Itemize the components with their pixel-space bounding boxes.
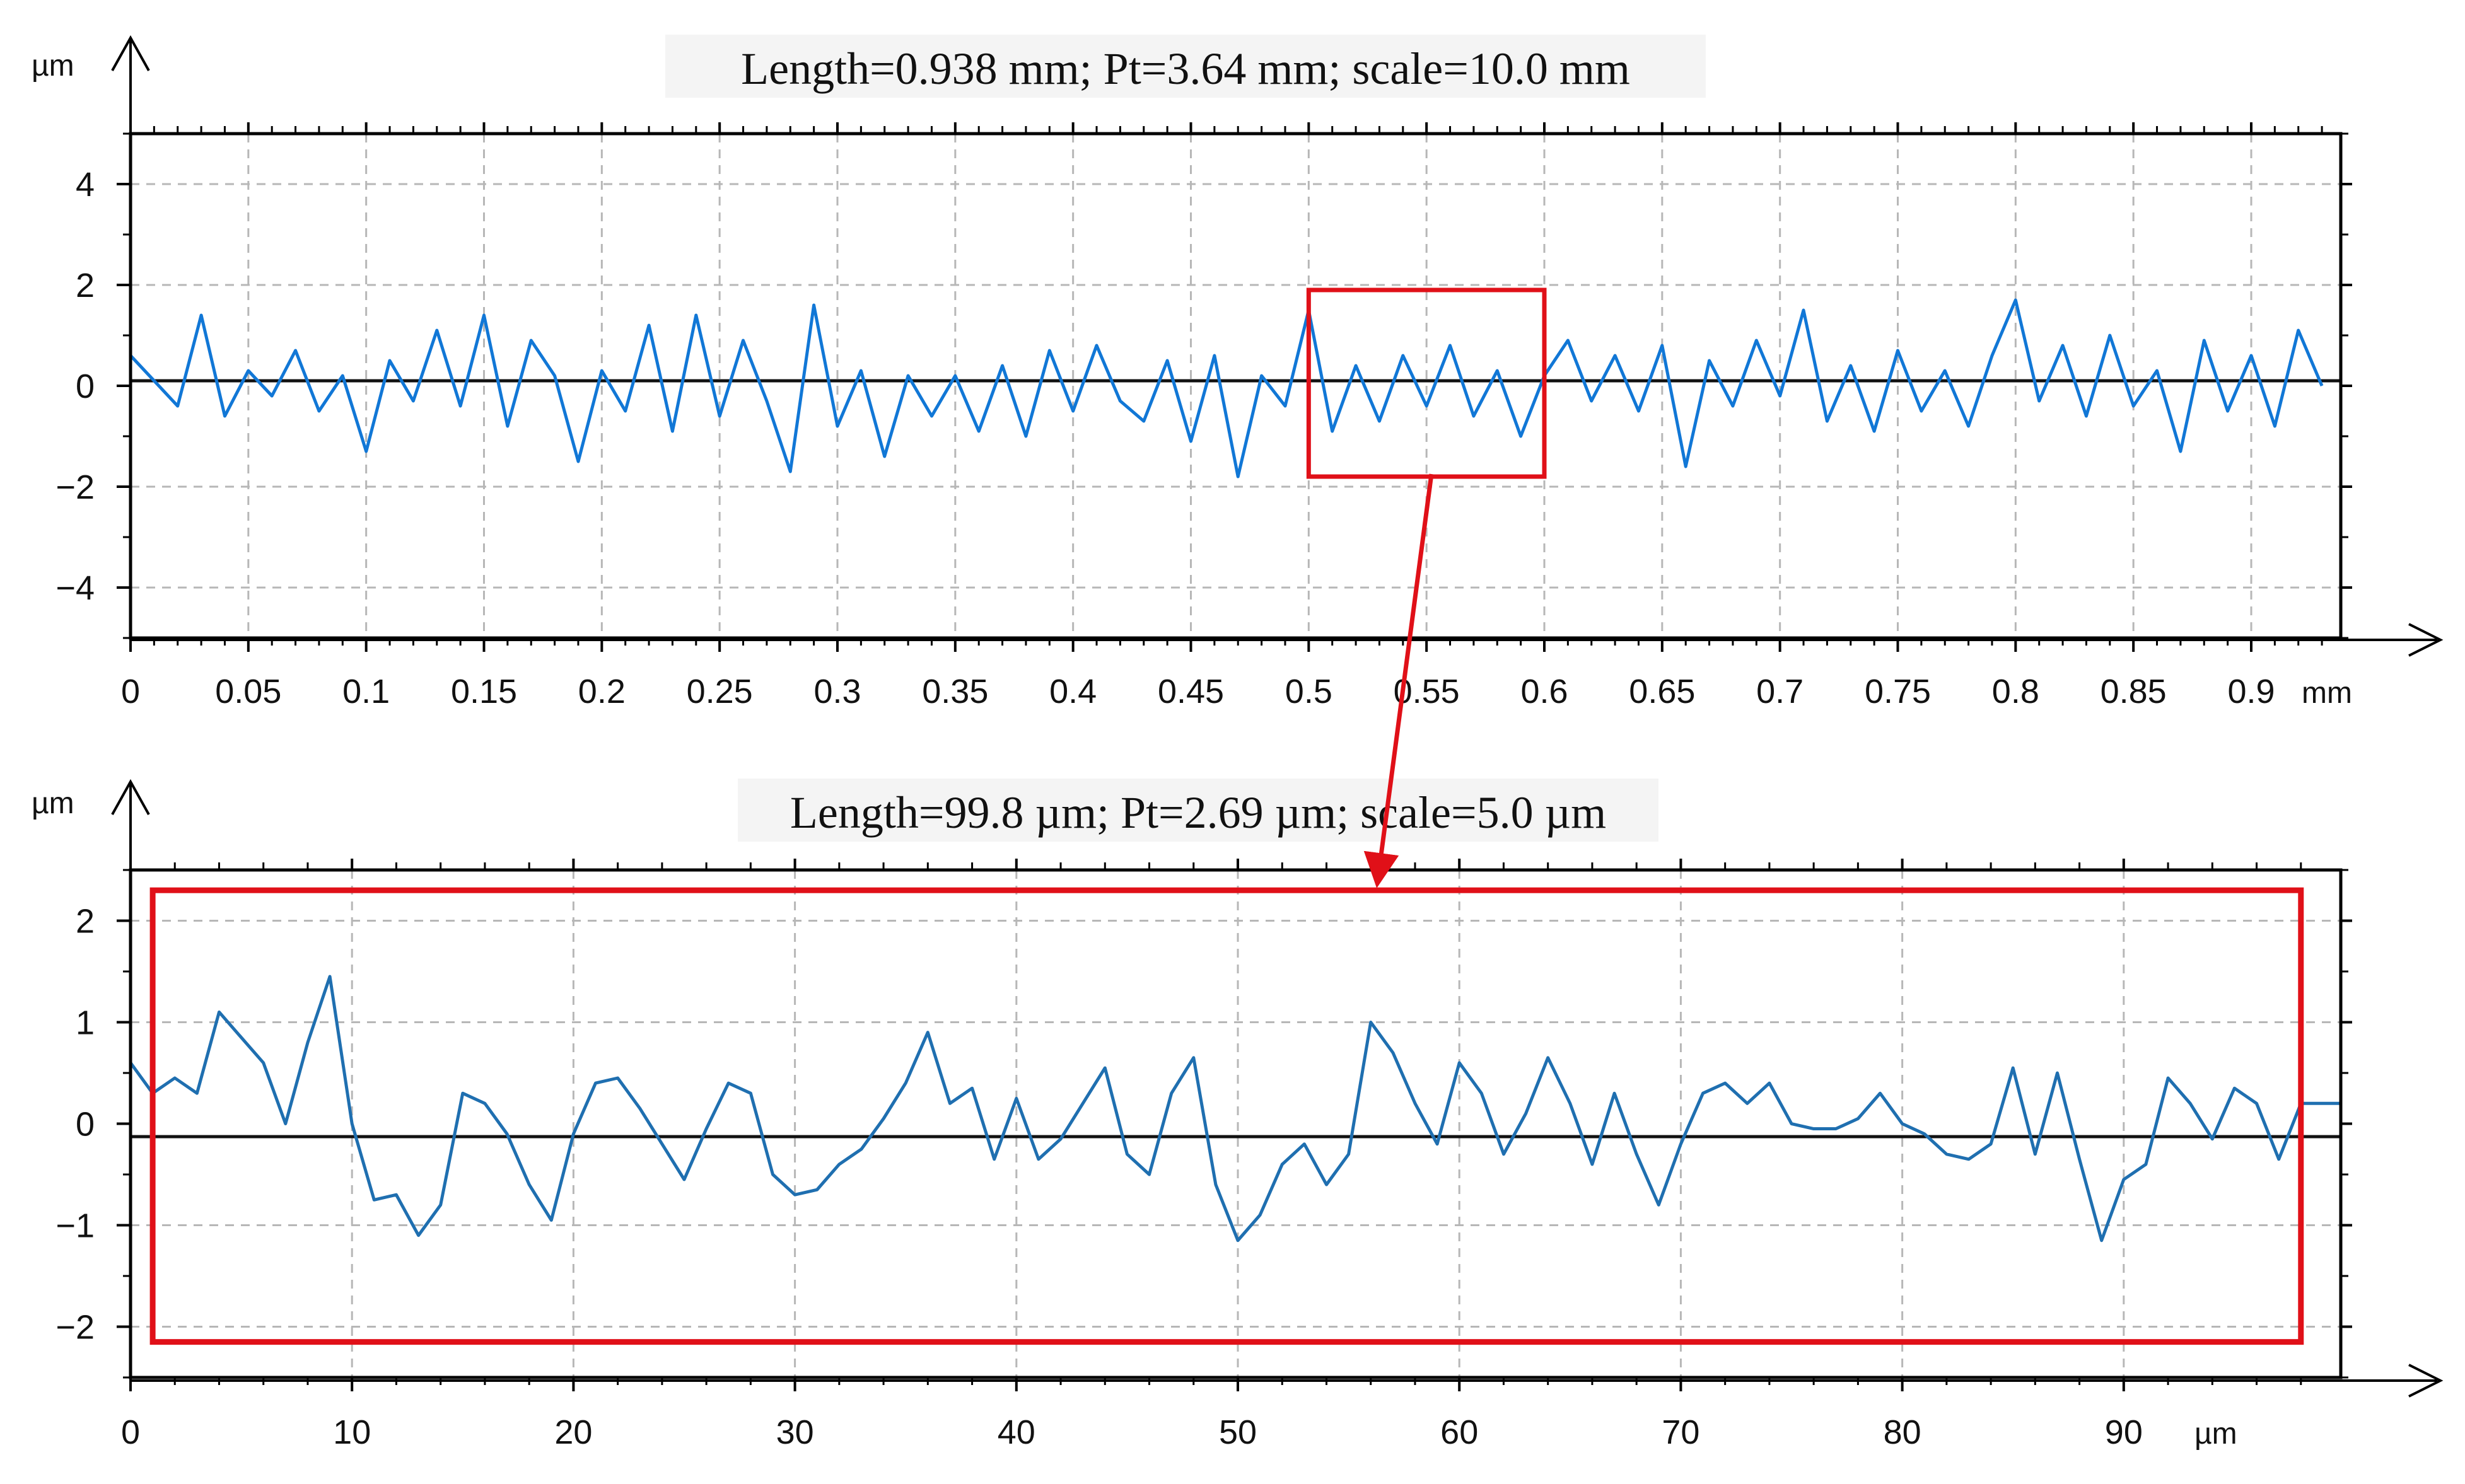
x-tick-label: 0.3 bbox=[813, 673, 861, 710]
x-tick-label: 0.9 bbox=[2227, 673, 2275, 710]
chart-bottom: Length=99.8 µm; Pt=2.69 µm; scale=5.0 µm… bbox=[32, 779, 2444, 1451]
zoom-selection-box bbox=[1306, 287, 1547, 479]
x-tick-label: 0.35 bbox=[922, 673, 988, 710]
x-tick-label: 50 bbox=[1219, 1413, 1257, 1451]
y-tick-labels: −4 −2 0 2 4 bbox=[55, 166, 95, 607]
x-tick-label: 90 bbox=[2105, 1413, 2143, 1451]
zoom-region-frame bbox=[149, 887, 2304, 1345]
y-tick-label: 0 bbox=[76, 368, 95, 405]
x-tick-label: 0.1 bbox=[342, 673, 390, 710]
x-tick-label: 0.25 bbox=[687, 673, 753, 710]
y-unit-label: µm bbox=[32, 49, 74, 83]
x-tick-label: 0.15 bbox=[451, 673, 517, 710]
chart-title: Length=0.938 mm; Pt=3.64 mm; scale=10.0 … bbox=[741, 43, 1630, 94]
profile-line-bottom bbox=[129, 975, 2341, 1243]
y-axis-arrowhead bbox=[111, 779, 150, 815]
x-tick-label: 0.2 bbox=[578, 673, 626, 710]
x-tick-label: 0.4 bbox=[1049, 673, 1097, 710]
x-tick-label: 40 bbox=[998, 1413, 1035, 1451]
x-tick-label: 10 bbox=[333, 1413, 371, 1451]
grid-layer bbox=[131, 134, 2341, 638]
x-unit-label: µm bbox=[2194, 1417, 2237, 1451]
x-tick-label: 80 bbox=[1884, 1413, 1921, 1451]
zoom-connector-arrow bbox=[1363, 473, 1434, 888]
chart-top: Length=0.938 mm; Pt=3.64 mm; scale=10.0 … bbox=[32, 35, 2444, 710]
x-tick-label: 0.7 bbox=[1756, 673, 1804, 710]
x-tick-label: 0.6 bbox=[1520, 673, 1568, 710]
plot-frame bbox=[129, 868, 2343, 1379]
profile-line-top bbox=[129, 298, 2324, 478]
x-axis-arrowhead bbox=[2408, 1364, 2444, 1398]
y-tick-label: 4 bbox=[76, 166, 95, 204]
y-tick-labels: −2 −1 0 1 2 bbox=[55, 903, 95, 1347]
y-unit-label: µm bbox=[32, 787, 74, 820]
chart-title-background bbox=[665, 35, 1706, 98]
y-tick-label: 1 bbox=[76, 1004, 95, 1042]
y-tick-label: 0 bbox=[76, 1106, 95, 1144]
x-axis-arrowhead bbox=[2408, 623, 2444, 657]
tick-layer bbox=[117, 859, 2352, 1391]
y-tick-label: −1 bbox=[55, 1207, 95, 1245]
chart-title-background bbox=[738, 779, 1658, 842]
x-tick-label: 30 bbox=[776, 1413, 814, 1451]
y-tick-label: −2 bbox=[55, 1309, 95, 1347]
x-tick-label: 60 bbox=[1440, 1413, 1478, 1451]
x-unit-label: mm bbox=[2302, 676, 2352, 710]
grid-layer bbox=[131, 870, 2341, 1377]
x-tick-label: 0.45 bbox=[1158, 673, 1224, 710]
plot-frame bbox=[129, 132, 2343, 640]
x-tick-label: 0 bbox=[121, 1413, 140, 1451]
y-tick-label: 2 bbox=[76, 903, 95, 941]
x-tick-labels: 0 0.05 0.1 0.15 0.2 0.25 0.3 0.35 0.4 0.45 0.5 0.55… bbox=[121, 673, 2275, 710]
x-tick-label: 20 bbox=[554, 1413, 592, 1451]
y-axis-arrowhead bbox=[111, 35, 150, 71]
y-tick-label: −2 bbox=[55, 468, 95, 506]
x-tick-label: 0 bbox=[121, 673, 140, 710]
y-tick-label: 2 bbox=[76, 267, 95, 304]
x-tick-label: 0.85 bbox=[2101, 673, 2167, 710]
x-tick-label: 0.8 bbox=[1992, 673, 2039, 710]
x-tick-label: 0.5 bbox=[1285, 673, 1332, 710]
x-tick-label: 70 bbox=[1662, 1413, 1699, 1451]
tick-layer bbox=[117, 122, 2352, 652]
chart-title: Length=99.8 µm; Pt=2.69 µm; scale=5.0 µm bbox=[790, 787, 1606, 838]
x-tick-labels: 0 10 20 30 40 50 60 70 80 90 bbox=[121, 1413, 2143, 1451]
y-tick-label: −4 bbox=[55, 569, 95, 607]
x-tick-label: 0.65 bbox=[1629, 673, 1695, 710]
x-tick-label: 0.05 bbox=[215, 673, 281, 710]
x-tick-label: 0.75 bbox=[1865, 673, 1931, 710]
